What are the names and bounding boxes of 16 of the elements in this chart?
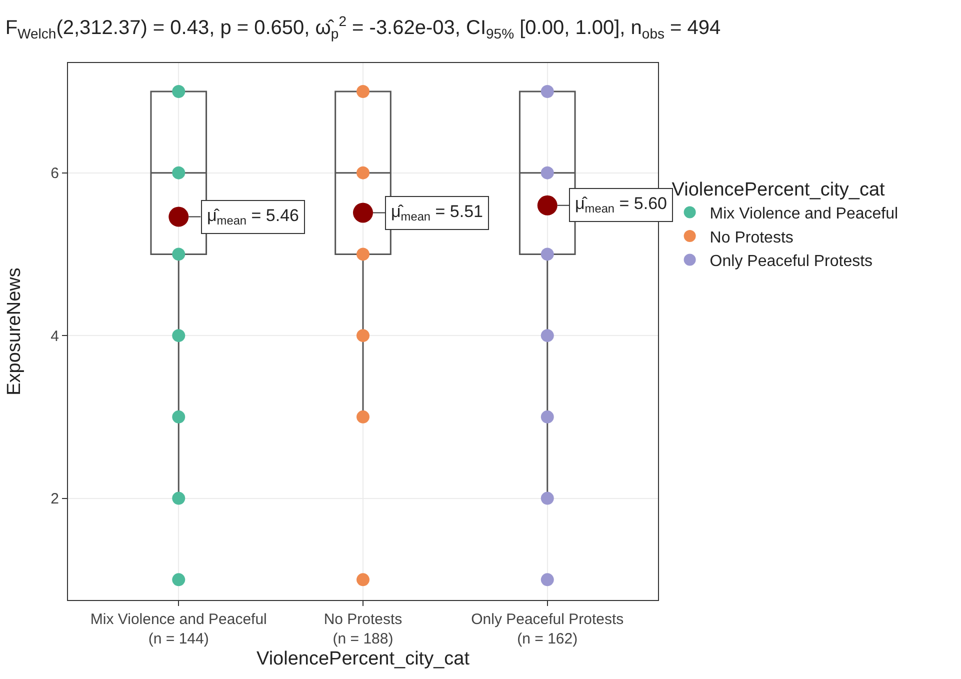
y-axis-title: ExposureNews: [4, 268, 25, 396]
y-tick-label: 2: [50, 490, 59, 508]
legend-title: ViolencePercent_city_cat: [256, 648, 470, 670]
annotation: μ̂$_{mean}$ = 5.60: [575, 194, 668, 216]
legend-label: Only Peaceful Protests: [710, 253, 873, 270]
x-tick-label: Only Peaceful Protests (n = 162): [471, 611, 624, 648]
annotation: μ̂$_{mean}$ = 5.46: [207, 206, 300, 228]
annotation: μ̂$_{mean}$ = 5.51: [391, 202, 484, 224]
x-axis-title: ViolencePercent_city_cat: [672, 179, 886, 200]
x-tick-label: Mix Violence and Peaceful (n = 144): [90, 611, 267, 648]
legend-label: No Protests: [710, 229, 794, 246]
chart-title: F$_{Welch}$(2,312.37) = 0.43, p = 0.650, ω̂$_{p}$$^{2}$ = -3.62e-03, CI$_{95%}$ [0.00, 1.00], n$_{obs}$ = 494: [5, 12, 721, 42]
legend-label: Mix Violence and Peaceful: [710, 205, 898, 222]
y-tick-label: 4: [50, 328, 59, 345]
y-tick-label: 6: [50, 165, 59, 182]
x-tick-label: No Protests (n = 188): [324, 611, 402, 648]
